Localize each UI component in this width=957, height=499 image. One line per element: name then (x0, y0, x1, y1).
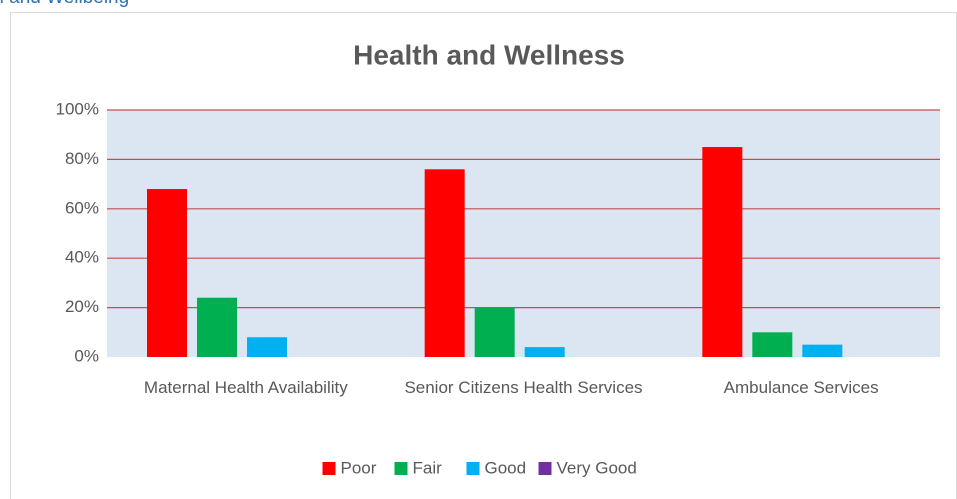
x-tick-label: Senior Citizens Health Services (404, 378, 643, 397)
bar (752, 332, 793, 357)
y-tick-label: 0% (74, 346, 99, 365)
bar (474, 307, 515, 357)
bar (702, 147, 743, 357)
y-tick-label: 100% (56, 99, 99, 118)
legend-swatch (466, 462, 480, 475)
bar (802, 344, 843, 357)
legend-label: Very Good (557, 458, 637, 477)
bar (424, 169, 465, 357)
bar (147, 189, 187, 357)
legend-swatch (394, 462, 408, 475)
bar (247, 337, 287, 357)
y-tick-label: 60% (65, 198, 99, 217)
x-tick-label: Maternal Health Availability (143, 378, 348, 397)
legend-label: Fair (413, 458, 443, 477)
legend-swatch (322, 462, 336, 475)
y-tick-label: 20% (65, 297, 99, 316)
section-heading: th and Wellbeing (0, 0, 129, 8)
legend-label: Good (485, 458, 527, 477)
legend-label: Poor (341, 458, 377, 477)
plot-area (107, 110, 940, 357)
x-tick-label: Ambulance Services (723, 378, 879, 397)
legend-swatch (538, 462, 552, 475)
y-tick-label: 40% (65, 248, 99, 267)
bar (524, 347, 565, 357)
y-tick-label: 80% (65, 149, 99, 168)
bar (197, 297, 237, 357)
chart-title: Health and Wellness (353, 39, 625, 70)
